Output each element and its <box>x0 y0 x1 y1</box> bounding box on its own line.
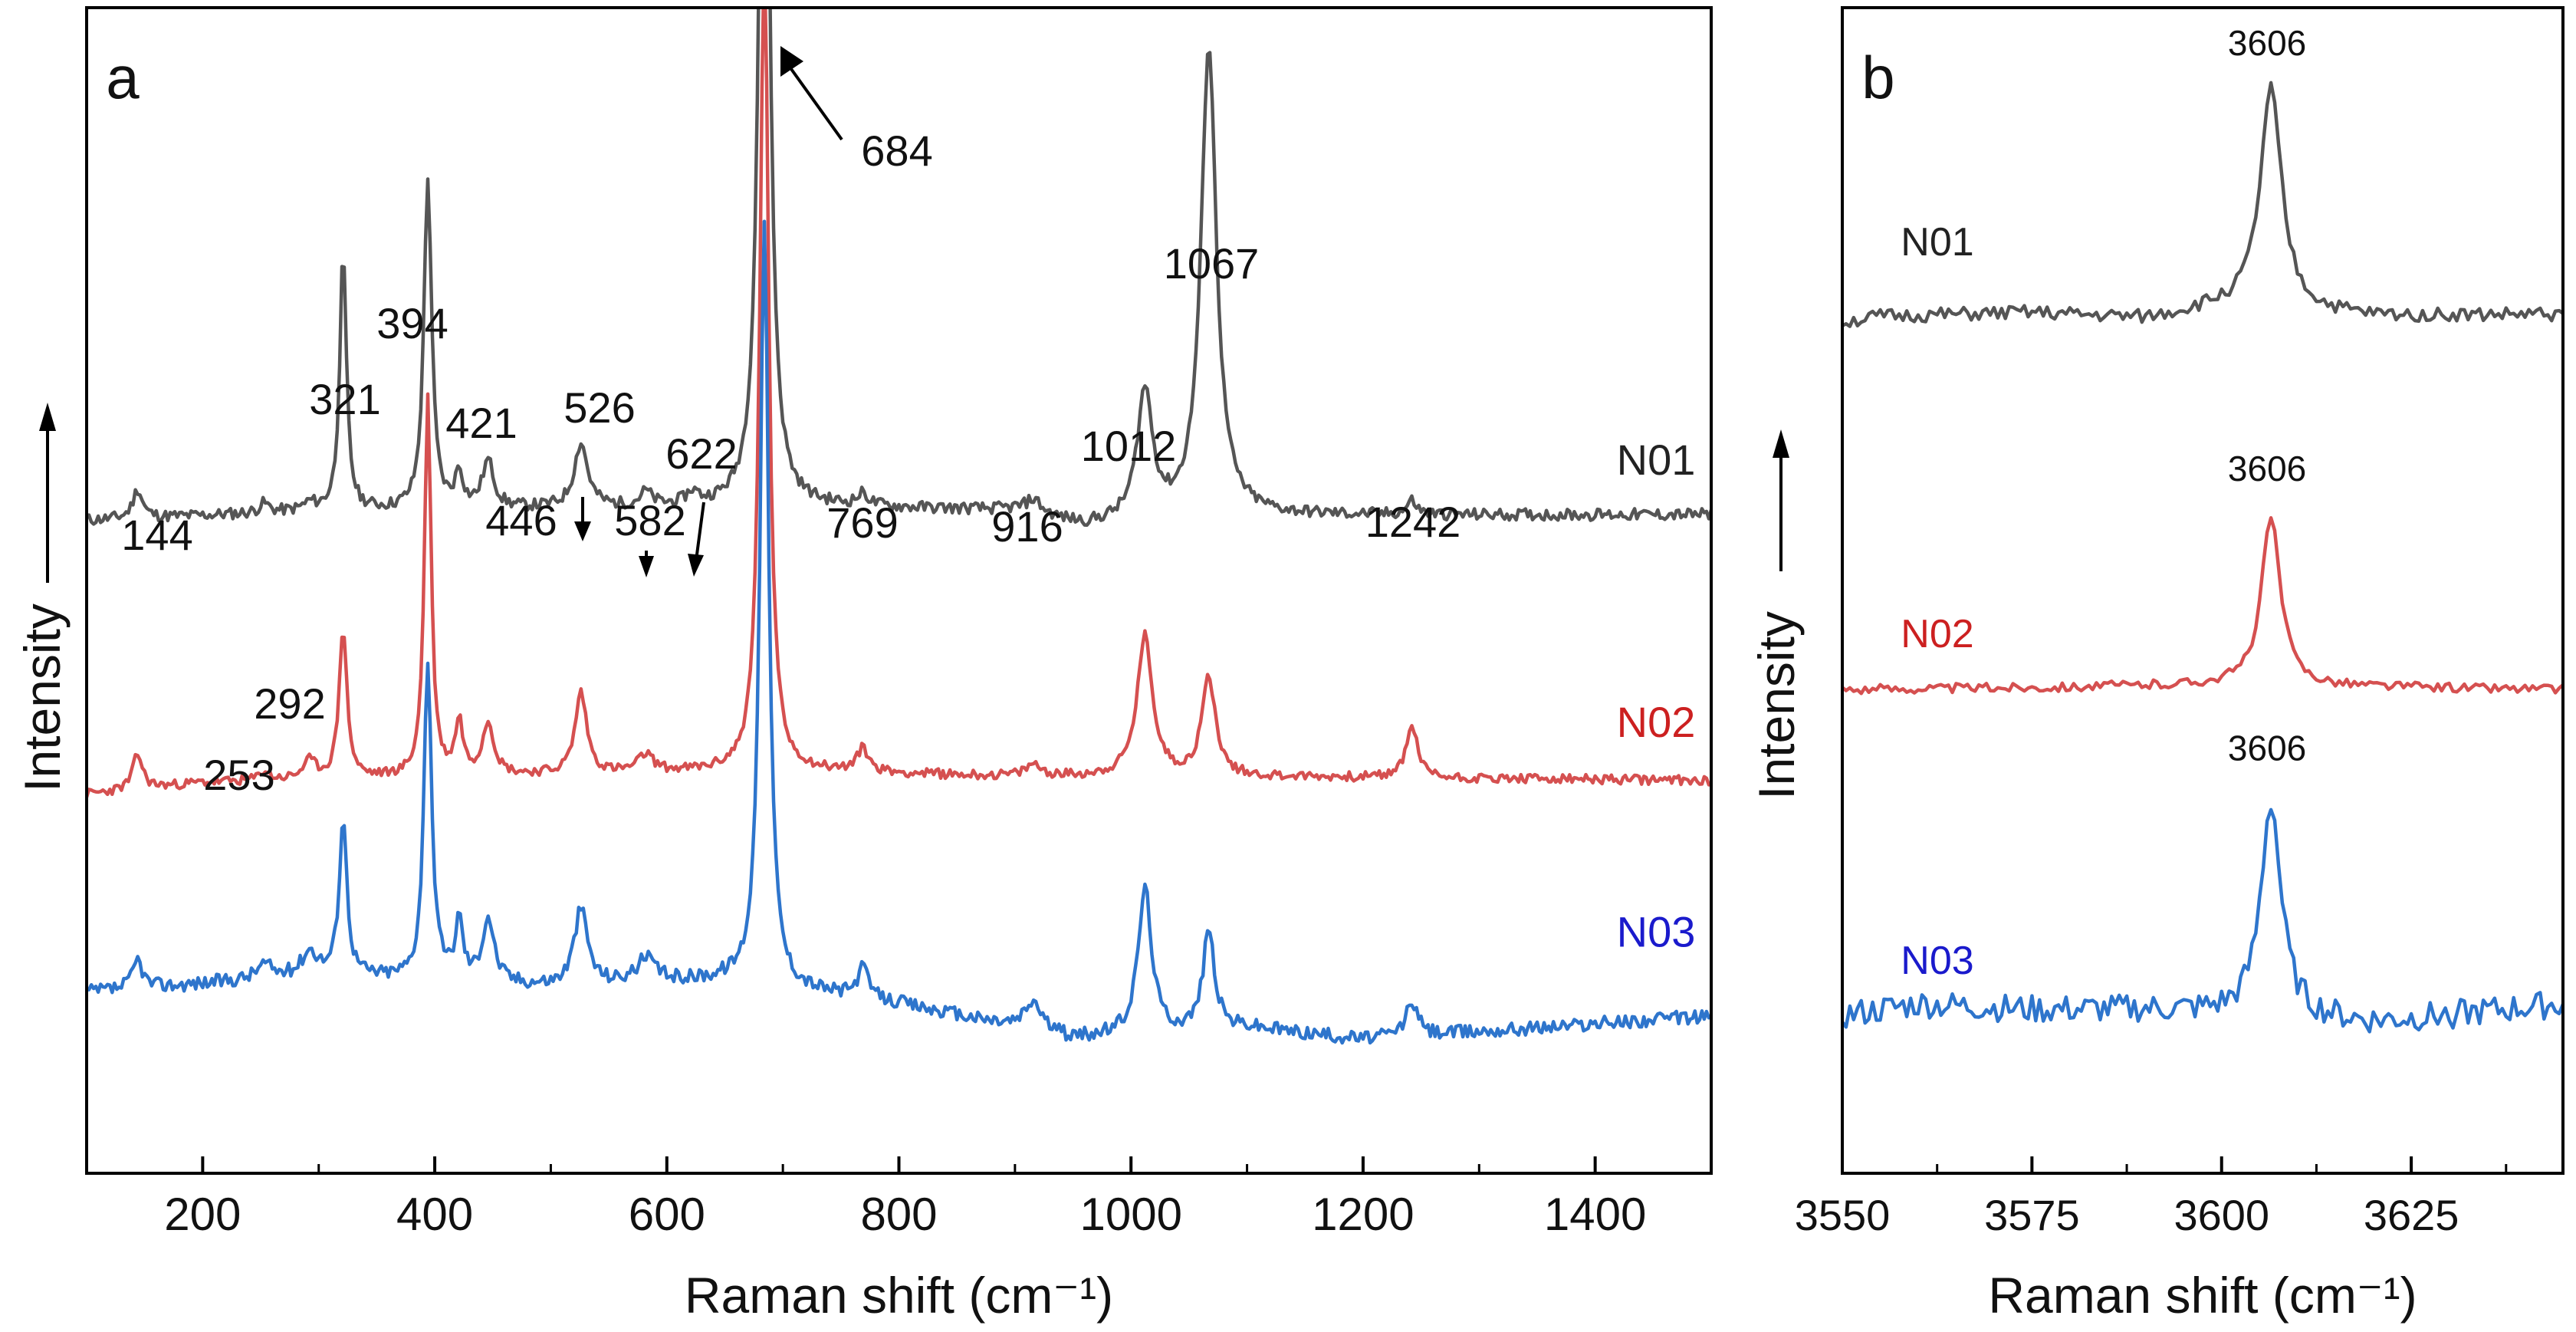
panel-a: N01 N02 N03 200 400 600 800 1000 1200 1400 Raman s… <box>14 6 1713 1324</box>
x-tick-label-b: 3625 <box>2364 1191 2459 1239</box>
annotation-arrow-684-head <box>780 46 803 77</box>
peak-annotation: 1242 <box>1365 498 1461 546</box>
x-tick-label-a: 1000 <box>1079 1189 1181 1240</box>
series-label-n02: N02 <box>1901 612 1973 656</box>
peak-annotation: 446 <box>485 496 557 544</box>
series-line-n02 <box>1842 516 2563 696</box>
peak-annotation: 3606 <box>2228 728 2306 768</box>
plot-frame-b <box>1841 6 2564 1175</box>
series-label-n03: N03 <box>1901 939 1973 983</box>
series-line-n02 <box>87 8 1711 798</box>
series-label-n03: N03 <box>1617 907 1696 955</box>
x-tick-label-b: 3550 <box>1795 1191 1891 1239</box>
y-axis-arrowhead-a <box>39 403 56 431</box>
x-tick-label-b: 3575 <box>1984 1191 2080 1239</box>
peak-annotation: 622 <box>665 429 737 478</box>
peak-annotation: 3606 <box>2228 23 2306 63</box>
peak-annotation: 292 <box>254 679 325 728</box>
peak-annotation: 684 <box>861 127 932 175</box>
series-label-n02: N02 <box>1617 698 1696 746</box>
series-line-n01 <box>87 8 1711 528</box>
x-axis-title-a: Raman shift (cm⁻¹) <box>685 1267 1113 1324</box>
peak-annotation: 321 <box>309 375 380 423</box>
x-tick-label-a: 800 <box>860 1189 937 1240</box>
x-tick-label-a: 400 <box>396 1189 473 1240</box>
panel-label-b: b <box>1861 44 1894 111</box>
series-label-n01: N01 <box>1617 436 1696 484</box>
annotation-arrow-582-head <box>639 556 654 577</box>
peak-annotation: 144 <box>121 511 192 559</box>
series-line-n03 <box>87 219 1711 1045</box>
peak-annotation: 582 <box>614 496 685 544</box>
series-line-n01 <box>1842 81 2563 328</box>
annotation-arrow-622-head <box>688 554 704 577</box>
peak-annotation: 3606 <box>2228 449 2306 488</box>
x-tick-label-a: 1200 <box>1312 1189 1414 1240</box>
peak-annotation: 916 <box>991 502 1063 551</box>
peak-annotation: 253 <box>203 751 274 799</box>
peak-annotation: 421 <box>445 399 517 447</box>
peak-annotation: 1067 <box>1164 239 1260 288</box>
y-axis-title-a: Intensity <box>14 604 71 792</box>
peak-annotation: 769 <box>826 498 898 547</box>
x-tick-label-a: 200 <box>164 1189 241 1240</box>
x-axis-title-b: Raman shift (cm⁻¹) <box>1988 1267 2417 1324</box>
peak-annotation: 526 <box>564 383 635 432</box>
annotation-arrow-526-head <box>574 521 591 541</box>
y-axis-title-b: Intensity <box>1748 611 1805 800</box>
annotation-arrow-684 <box>790 67 843 141</box>
series-line-n03 <box>1842 807 2563 1034</box>
x-tick-label-a: 1400 <box>1544 1189 1646 1240</box>
peak-annotation: 394 <box>376 299 448 347</box>
peak-annotation: 1012 <box>1081 422 1177 470</box>
x-tick-label-a: 600 <box>629 1189 705 1240</box>
y-axis-arrowhead-b <box>1773 429 1789 458</box>
x-tick-label-b: 3600 <box>2174 1191 2269 1239</box>
panel-b: N01 3606 N02 3606 N03 3606 3550 3575 3600 3625 Ram… <box>1748 6 2564 1324</box>
series-label-n01: N01 <box>1901 220 1973 265</box>
panel-label-a: a <box>106 44 140 111</box>
